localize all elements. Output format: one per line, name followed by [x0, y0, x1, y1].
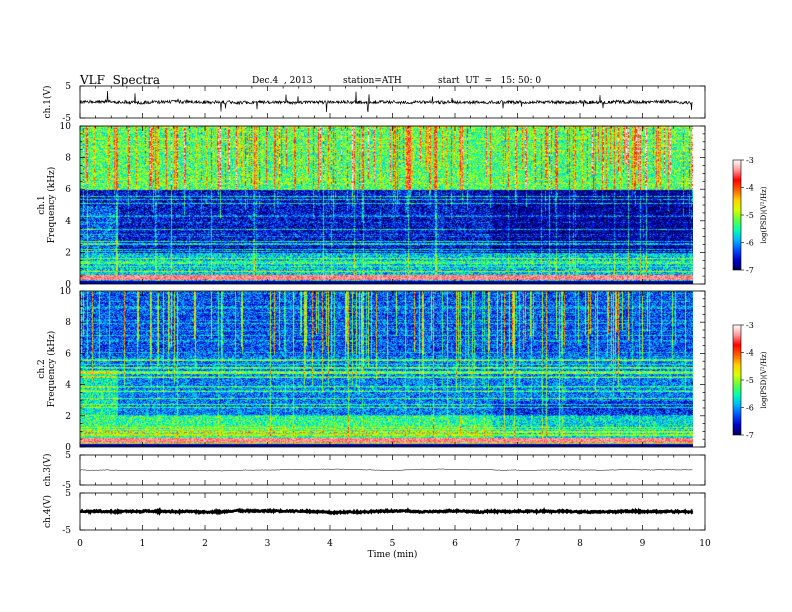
- y-tick-label: -5: [62, 114, 71, 124]
- x-tick-label: 5: [390, 539, 396, 549]
- date-label: Dec.4 , 2013: [252, 76, 313, 86]
- y-axis-label: ch.4(V): [42, 495, 53, 528]
- x-tick-label: 1: [140, 539, 146, 549]
- ch3-waveform-line: [79, 468, 693, 472]
- x-tick-label: 9: [640, 539, 646, 549]
- y-tick-label: 8: [65, 154, 71, 164]
- colorbar: [732, 324, 742, 436]
- colorbar-tick-label: -5: [746, 376, 754, 385]
- x-tick-label: 0: [77, 539, 83, 549]
- colorbar-tick-label: -3: [746, 156, 754, 165]
- y-tick-label: 4: [65, 381, 71, 391]
- colorbar-tick-label: -7: [746, 266, 754, 275]
- colorbar-tick-label: -3: [746, 321, 754, 330]
- x-tick-label: 7: [515, 539, 521, 549]
- x-axis-label: Time (min): [368, 549, 418, 560]
- y-tick-label: 8: [65, 318, 71, 328]
- y-tick-label: 10: [60, 287, 72, 297]
- y-tick-label: 10: [60, 122, 72, 132]
- colorbar: [732, 159, 742, 271]
- y-tick-label: 4: [65, 217, 71, 227]
- x-tick-label: 2: [202, 539, 208, 549]
- y-tick-label: 6: [65, 349, 71, 359]
- axes: [79, 85, 706, 531]
- colorbar-tick-label: -6: [746, 239, 754, 248]
- y-tick-label: -5: [62, 481, 71, 491]
- y-axis-label: Frequency (kHz): [46, 331, 57, 408]
- colorbar-label: log(PSD)(V²/Hz): [760, 186, 768, 243]
- spectrogram-images: [80, 126, 693, 447]
- colorbar-tick-label: -7: [746, 431, 754, 440]
- x-tick-label: 10: [699, 539, 711, 549]
- y-axis-label: ch.2: [37, 359, 47, 378]
- spectrogram-heatmap-ch1: [80, 126, 693, 284]
- y-tick-label: 6: [65, 185, 71, 195]
- y-tick-label: 5: [65, 82, 71, 92]
- y-axis-label: ch.1: [37, 195, 47, 214]
- colorbar-tick-label: -5: [746, 211, 754, 220]
- y-tick-label: 2: [65, 248, 71, 258]
- y-tick-label: -5: [62, 526, 71, 536]
- x-tick-label: 8: [577, 539, 583, 549]
- y-tick-label: 5: [65, 489, 71, 499]
- waveform-lines: [79, 90, 694, 516]
- chart-title: VLF Spectra: [80, 73, 161, 87]
- y-tick-label: 2: [65, 412, 71, 422]
- y-tick-label: 0: [65, 443, 71, 453]
- colorbar-tick-label: -4: [746, 184, 754, 193]
- y-tick-label: 0: [65, 280, 71, 290]
- y-tick-label: 5: [65, 451, 71, 461]
- y-axis-label: ch.3(V): [42, 454, 53, 487]
- x-tick-label: 3: [265, 539, 271, 549]
- y-axis-label: ch.1(V): [42, 86, 53, 119]
- colorbars: -3 -4 -5 -6 -7 log(PSD)(V²/Hz) -3 -4 -5 -6 -7 log(P…: [732, 156, 768, 440]
- ch4-waveform-line: [79, 507, 694, 516]
- colorbar-label: log(PSD)(V²/Hz): [760, 351, 768, 408]
- ch1-waveform-line: [79, 90, 693, 113]
- x-tick-label: 4: [327, 539, 333, 549]
- y-axis-label: Frequency (kHz): [46, 167, 57, 244]
- colorbar-tick-label: -6: [746, 404, 754, 413]
- start-time-label: start UT = 15: 50: 0: [438, 76, 542, 86]
- x-tick-label: 6: [452, 539, 458, 549]
- spectrogram-heatmap-ch2: [80, 291, 693, 447]
- colorbar-tick-label: -4: [746, 349, 754, 358]
- station-label: station=ATH: [343, 76, 402, 86]
